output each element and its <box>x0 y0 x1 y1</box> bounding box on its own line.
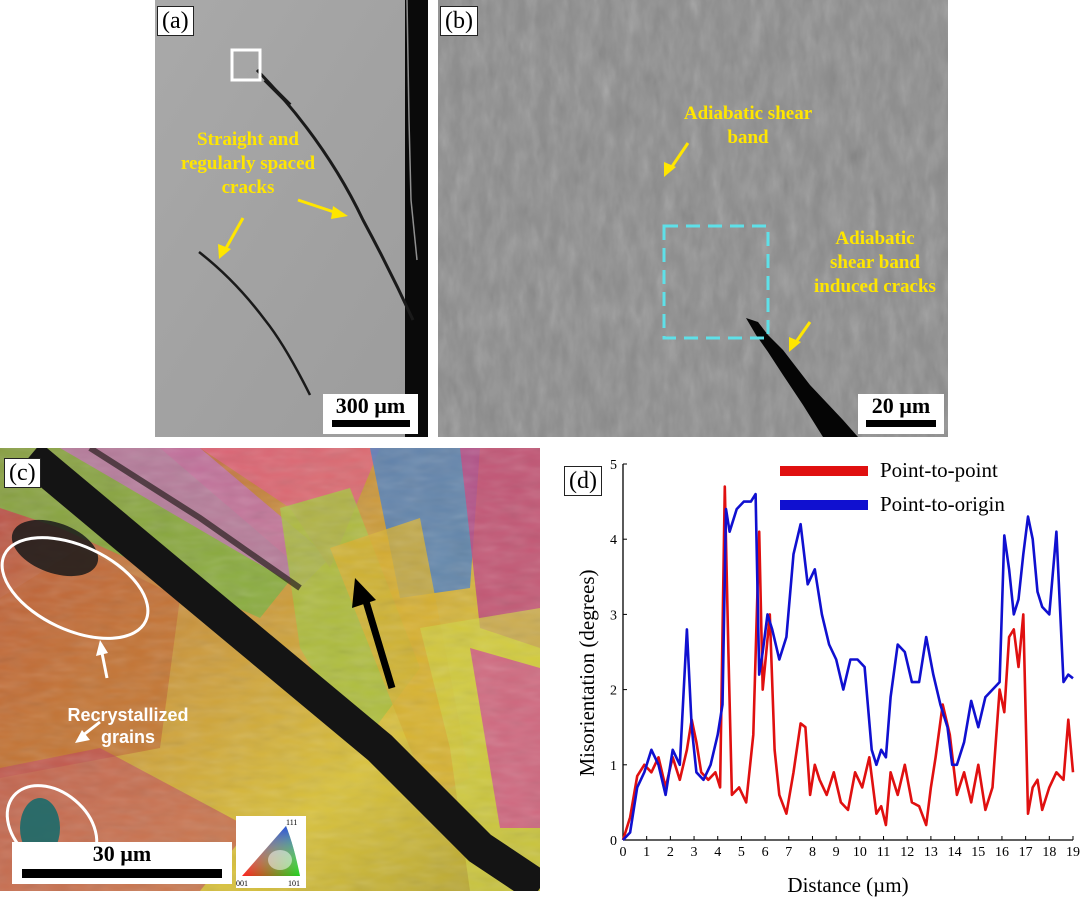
x-tick-label: 9 <box>833 845 840 860</box>
x-tick-label: 18 <box>1042 845 1056 860</box>
shear-band-box <box>662 224 770 340</box>
y-axis-label: Misorientation (degrees) <box>575 569 599 776</box>
panel-c: (c) Recrystallized grains 30 µm 111 <box>0 448 540 891</box>
y-tick-label: 2 <box>610 684 617 699</box>
region-box <box>230 48 262 82</box>
x-tick-label: 19 <box>1066 845 1080 860</box>
x-tick-label: 13 <box>924 845 938 860</box>
ipf-label-101: 101 <box>288 879 300 888</box>
x-tick-label: 0 <box>620 845 627 860</box>
recrystallized-region-1 <box>0 536 150 640</box>
x-tick-label: 11 <box>877 845 890 860</box>
y-tick-label: 0 <box>610 834 617 849</box>
panel-a: (a) Straight and regularly spaced cracks… <box>155 0 428 437</box>
crack-annotation: Straight and regularly spaced cracks <box>180 129 316 198</box>
panel-b-label: (b) <box>440 6 478 36</box>
series-line-point-to-origin <box>622 492 1074 841</box>
y-tick-label: 3 <box>610 608 617 623</box>
panel-b-scalebar: 20 µm <box>858 394 944 434</box>
shear-crack-annotation: Adiabatic shear band induced cracks <box>814 228 936 297</box>
x-tick-label: 10 <box>853 845 867 860</box>
x-tick-label: 17 <box>1019 845 1033 860</box>
ipf-label-001: 001 <box>236 879 248 888</box>
x-tick-label: 4 <box>714 845 721 860</box>
x-axis-label: Distance (µm) <box>787 873 908 897</box>
x-tick-label: 12 <box>900 845 914 860</box>
panel-d-label: (d) <box>564 466 602 496</box>
x-tick-label: 8 <box>809 845 816 860</box>
x-tick-label: 14 <box>948 845 962 860</box>
panel-b: (b) Adiabatic shear band Adiabatic shear… <box>438 0 948 437</box>
ipf-color-key: 111 001 101 <box>236 816 306 888</box>
ipf-label-111: 111 <box>286 818 297 827</box>
x-tick-label: 2 <box>667 845 674 860</box>
x-tick-label: 6 <box>762 845 769 860</box>
panel-c-label: (c) <box>4 458 41 488</box>
legend-swatch-1 <box>780 500 868 510</box>
recrystallized-annotation: Recrystallized grains <box>67 705 189 747</box>
y-tick-label: 5 <box>610 458 617 473</box>
legend-label-0: Point-to-point <box>880 458 998 482</box>
x-tick-label: 3 <box>691 845 698 860</box>
panel-a-scalebar: 300 µm <box>323 394 418 434</box>
y-tick-label: 4 <box>610 533 617 548</box>
panel-b-micrograph <box>438 0 948 437</box>
panel-c-scalebar: 30 µm <box>12 842 232 884</box>
panel-d: 0 1 2 3 4 5 6 7 8 9 10 11 12 13 14 15 16 17 18 19 0 1 2 3 4 5 Poi… <box>548 450 1080 900</box>
legend-swatch-0 <box>780 466 868 476</box>
shear-band-annotation: Adiabatic shear band <box>683 103 813 148</box>
y-tick-label: 1 <box>610 759 617 774</box>
x-tick-label: 15 <box>971 845 985 860</box>
x-tick-label: 7 <box>785 845 792 860</box>
panel-a-micrograph <box>155 0 428 437</box>
legend-label-1: Point-to-origin <box>880 492 1005 516</box>
panel-a-label: (a) <box>157 6 194 36</box>
x-tick-label: 1 <box>643 845 650 860</box>
x-tick-label: 16 <box>995 845 1009 860</box>
x-tick-label: 5 <box>738 845 745 860</box>
